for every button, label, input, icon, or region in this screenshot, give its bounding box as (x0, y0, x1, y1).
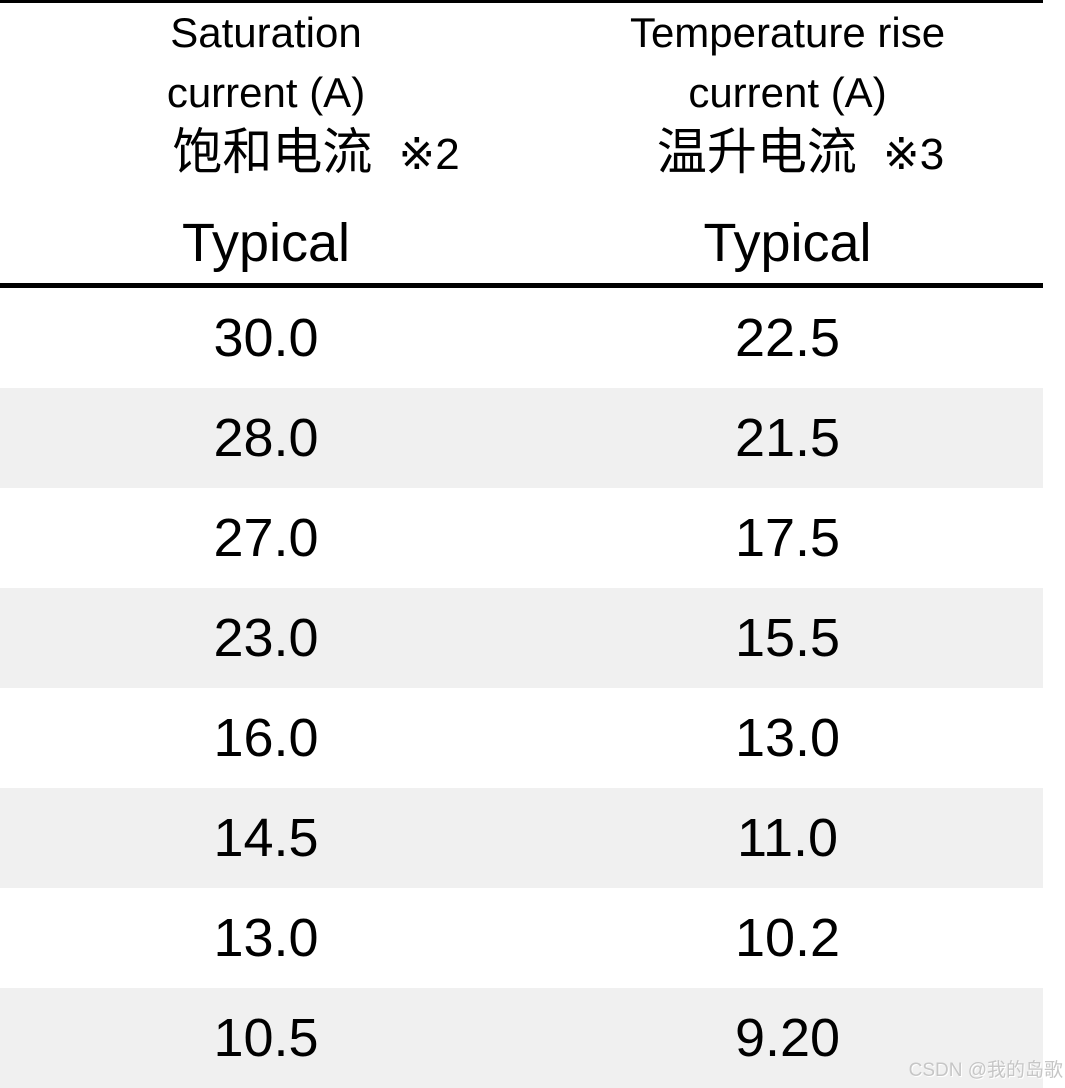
temperature-rise-current-value: 21.5 (734, 408, 841, 468)
spec-table: Saturation current (A) 饱和电流 ※2 Typical Te… (0, 0, 1043, 1088)
table-row: 13.0 10.2 (0, 888, 1043, 988)
table-row: 10.5 9.20 (0, 988, 1043, 1088)
header-col1-footnote-mark: ※2 (398, 130, 460, 179)
header-col1-title-chinese: 饱和电流 ※2 (50, 123, 582, 184)
temperature-rise-current-value: 11.0 (736, 808, 839, 868)
header-col1-title-line2: current (A) (166, 69, 366, 116)
header-temperature-rise-current: Temperature rise current (A) 温升电流 ※3 Typi… (532, 3, 1043, 283)
temperature-rise-current-value: 13.0 (734, 708, 841, 768)
header-col2-chinese-text: 温升电流 (656, 124, 857, 180)
header-col2-footnote-mark: ※3 (882, 130, 945, 179)
header-col2-title-line2: current (A) (688, 69, 887, 116)
saturation-current-value: 30.0 (213, 308, 319, 368)
temperature-rise-current-value: 10.2 (734, 908, 841, 968)
temperature-rise-current-value: 17.5 (734, 508, 841, 568)
header-col2-title-line1: Temperature rise (629, 9, 946, 56)
saturation-current-value: 16.0 (213, 708, 319, 768)
csdn-watermark: CSDN @我的岛歌 (908, 1060, 1063, 1081)
saturation-current-value: 28.0 (213, 408, 319, 468)
table-row: 23.0 15.5 (0, 588, 1043, 688)
saturation-current-value: 13.0 (213, 908, 319, 968)
temperature-rise-current-value: 22.5 (734, 308, 841, 368)
temperature-rise-current-value: 9.20 (734, 1008, 841, 1068)
saturation-current-value: 10.5 (213, 1008, 319, 1068)
table-header: Saturation current (A) 饱和电流 ※2 Typical Te… (0, 0, 1043, 288)
table-row: 28.0 21.5 (0, 388, 1043, 488)
table-row: 14.5 11.0 (0, 788, 1043, 888)
table-row: 27.0 17.5 (0, 488, 1043, 588)
header-col2-title-chinese: 温升电流 ※3 (545, 123, 1056, 184)
header-col1-chinese-text: 饱和电流 (172, 124, 373, 180)
saturation-current-value: 23.0 (213, 608, 319, 668)
table-row: 30.0 22.5 (0, 288, 1043, 388)
saturation-current-value: 27.0 (213, 508, 319, 568)
saturation-current-value: 14.5 (213, 808, 319, 868)
header-col1-title-line1: Saturation (170, 9, 362, 56)
header-col1-subheader-typical: Typical (181, 213, 351, 273)
table-row: 16.0 13.0 (0, 688, 1043, 788)
table-body: 30.0 22.5 28.0 21.5 27.0 17.5 23.0 15.5 … (0, 288, 1043, 1088)
temperature-rise-current-value: 15.5 (734, 608, 841, 668)
header-col2-subheader-typical: Typical (703, 213, 872, 273)
header-saturation-current: Saturation current (A) 饱和电流 ※2 Typical (0, 3, 532, 283)
